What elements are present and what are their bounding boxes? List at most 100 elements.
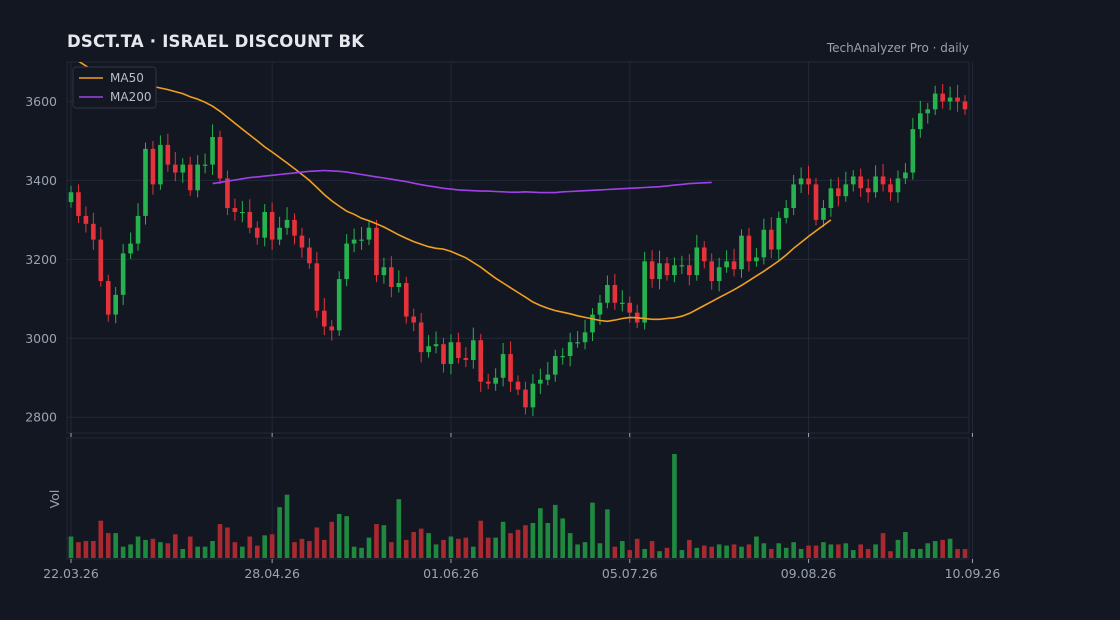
- date-tick-label: 22.03.26: [43, 566, 99, 581]
- candle-body: [724, 261, 729, 268]
- volume-bar: [619, 541, 625, 558]
- candle-body: [254, 227, 260, 238]
- candle-body: [612, 284, 618, 303]
- chart-title: DSCT.TA · ISRAEL DISCOUNT BK: [67, 32, 365, 51]
- candle-body: [672, 265, 677, 276]
- candle-body: [865, 188, 871, 193]
- volume-bar: [858, 544, 864, 558]
- volume-bar: [68, 536, 74, 558]
- candle-body: [225, 178, 230, 209]
- candle-body: [478, 340, 484, 382]
- volume-bar: [709, 546, 715, 558]
- ma50-line: [78, 62, 832, 323]
- candle-body: [68, 192, 74, 203]
- volume-bar: [113, 533, 119, 558]
- volume-bar: [314, 527, 320, 558]
- volume-bar: [880, 533, 886, 558]
- candle-body: [210, 136, 215, 165]
- volume-bar: [254, 545, 260, 558]
- volume-bar: [187, 536, 193, 558]
- candle-body: [91, 223, 96, 240]
- candle-body: [813, 184, 819, 220]
- candle-body: [940, 93, 945, 102]
- volume-bar: [850, 550, 856, 558]
- candle-body: [925, 109, 931, 114]
- candle-body: [187, 164, 193, 191]
- candle-body: [798, 178, 804, 185]
- volume-bar: [247, 536, 253, 558]
- volume-bar: [828, 544, 834, 558]
- candle-body: [806, 178, 811, 185]
- volume-bar: [925, 543, 931, 558]
- candle-body: [448, 342, 454, 364]
- volume-bar: [240, 546, 245, 558]
- candle-body: [441, 344, 446, 364]
- volume-bar: [284, 494, 290, 558]
- volume-bar: [746, 544, 752, 558]
- candle-body: [575, 342, 580, 344]
- volume-bar: [485, 537, 491, 558]
- candle-body: [917, 113, 923, 130]
- candle-body: [716, 267, 722, 282]
- volume-bar: [940, 539, 945, 558]
- candle-body: [83, 215, 89, 224]
- volume-bar: [791, 542, 796, 558]
- candle-body: [850, 176, 856, 185]
- candle-body: [955, 97, 960, 102]
- candle-body: [351, 239, 357, 244]
- ma200-line: [212, 169, 712, 194]
- candle-body: [776, 217, 782, 250]
- volume-bar: [307, 541, 312, 558]
- volume-bar: [411, 532, 417, 558]
- candle-body: [485, 381, 491, 384]
- candle-body: [366, 227, 372, 240]
- date-tick-label: 05.07.26: [602, 566, 658, 581]
- volume-bar: [947, 538, 953, 558]
- candle-body: [172, 164, 178, 173]
- volume-bar: [649, 541, 655, 558]
- candle-body: [768, 229, 774, 250]
- candle-body: [493, 377, 498, 384]
- volume-bar: [277, 507, 282, 558]
- candle-body: [597, 302, 603, 315]
- volume-bar: [262, 535, 268, 558]
- volume-bars: [68, 454, 968, 558]
- volume-bar: [694, 547, 700, 558]
- candle-body: [456, 342, 461, 359]
- volume-bar: [135, 536, 141, 558]
- volume-bar: [776, 543, 782, 558]
- candle-body: [605, 284, 610, 303]
- price-tick-label: 3000: [25, 331, 57, 346]
- volume-bar: [381, 525, 387, 558]
- candle-body: [329, 326, 335, 331]
- candle-body: [128, 243, 133, 254]
- candle-body: [269, 211, 275, 240]
- candle-body: [120, 253, 126, 295]
- candle-body: [411, 316, 417, 323]
- price-tick-label: 2800: [25, 410, 57, 425]
- volume-bar: [754, 536, 759, 558]
- candle-body: [217, 136, 223, 179]
- candle-body: [582, 332, 588, 343]
- volume-bar: [351, 546, 357, 558]
- candle-body: [150, 148, 156, 185]
- candle-body: [694, 247, 700, 276]
- volume-bar: [418, 528, 424, 558]
- candle-body: [761, 229, 767, 258]
- candle-body: [858, 176, 864, 189]
- candle-body: [262, 211, 268, 238]
- candle-body: [783, 208, 789, 218]
- volume-bar: [664, 547, 670, 558]
- date-tick-label: 10.09.26: [945, 566, 1001, 581]
- volume-bar: [783, 547, 789, 558]
- candle-body: [560, 356, 566, 358]
- volume-bar: [910, 548, 916, 558]
- volume-bar: [329, 521, 335, 558]
- volume-bar: [172, 534, 178, 558]
- price-tick-label: 3600: [25, 94, 57, 109]
- volume-bar: [336, 513, 342, 558]
- candle-body: [679, 265, 685, 267]
- volume-bar: [821, 542, 826, 558]
- candle-body: [292, 219, 297, 236]
- candle-body: [299, 235, 305, 248]
